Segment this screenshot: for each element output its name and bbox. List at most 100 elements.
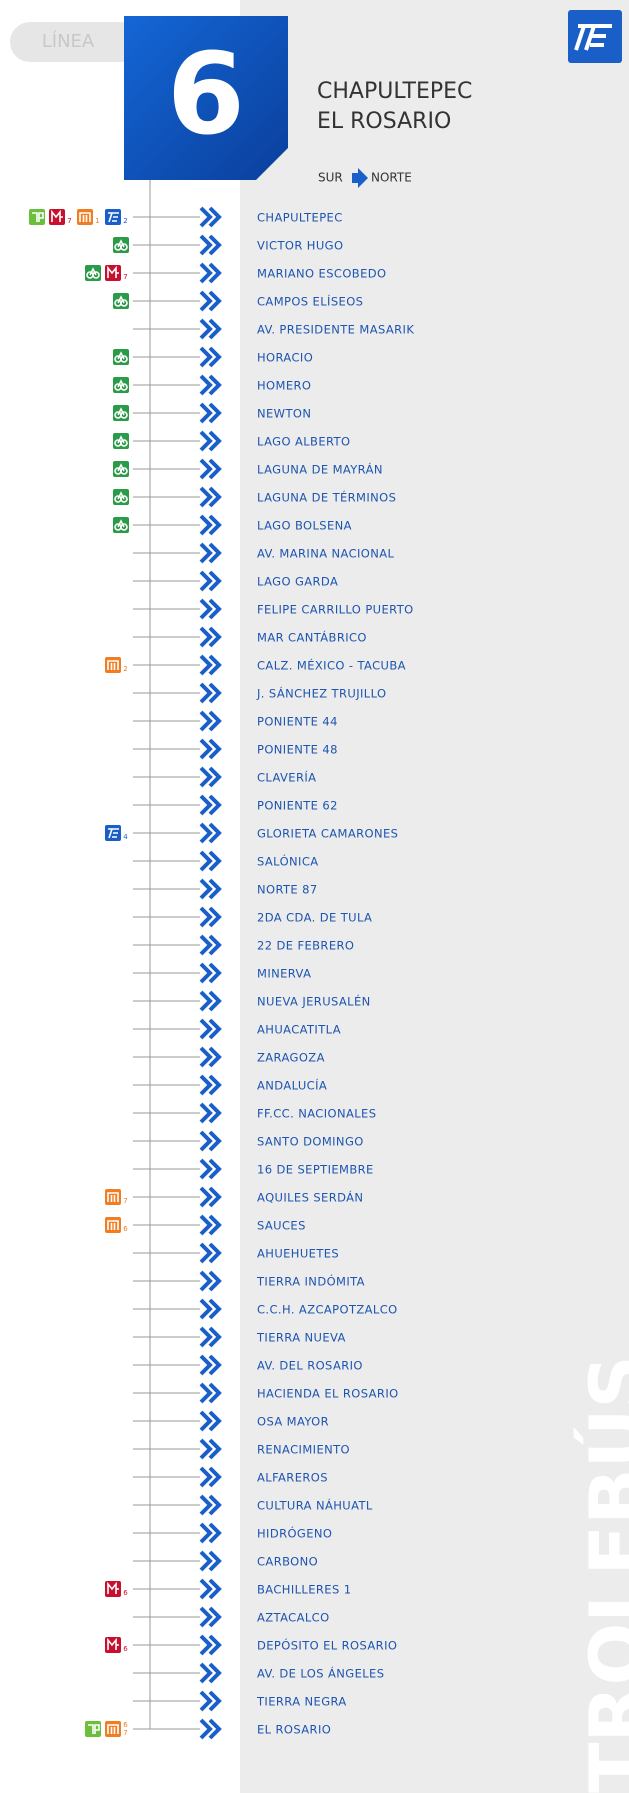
station-chevron bbox=[199, 1326, 213, 1348]
station-chevron bbox=[208, 626, 222, 648]
station-chevron bbox=[199, 262, 213, 284]
station-row: TIERRA INDÓMITA bbox=[133, 1270, 365, 1292]
station-row: EL ROSARIO 67 bbox=[85, 1718, 331, 1740]
station-name: LAGO BOLSENA bbox=[257, 519, 352, 533]
station-row: CALZ. MÉXICO - TACUBA 2 bbox=[105, 654, 406, 676]
station-chevron bbox=[208, 402, 222, 424]
station-chevron bbox=[208, 1550, 222, 1572]
station-name: 2DA CDA. DE TULA bbox=[257, 911, 372, 925]
station-row: FF.CC. NACIONALES bbox=[133, 1102, 376, 1124]
station-chevron bbox=[208, 1354, 222, 1376]
station-row: AHUACATITLA bbox=[133, 1018, 341, 1040]
direction-arrow bbox=[352, 168, 368, 188]
station-name: CULTURA NÁHUATL bbox=[257, 1498, 373, 1513]
station-chevron bbox=[199, 1270, 213, 1292]
icon-glyph bbox=[117, 491, 125, 500]
icon-glyph bbox=[107, 1192, 119, 1202]
station-row: NUEVA JERUSALÉN bbox=[133, 990, 370, 1012]
station-row: RENACIMIENTO bbox=[133, 1438, 350, 1460]
station-chevron bbox=[199, 1494, 213, 1516]
station-name: NORTE 87 bbox=[257, 883, 318, 897]
station-chevron bbox=[199, 234, 213, 256]
transfer-line: 7 bbox=[67, 217, 71, 225]
station-row: FELIPE CARRILLO PUERTO bbox=[133, 598, 413, 620]
station-chevron bbox=[208, 570, 222, 592]
station-chevron bbox=[208, 1186, 222, 1208]
station-chevron bbox=[199, 990, 213, 1012]
icon-glyph bbox=[120, 411, 128, 419]
station-name: PONIENTE 62 bbox=[257, 799, 338, 813]
station-chevron bbox=[199, 934, 213, 956]
icon-glyph bbox=[120, 355, 128, 363]
station-row: CAMPOS ELÍSEOS bbox=[113, 290, 363, 312]
station-chevron bbox=[199, 1214, 213, 1236]
station-row: AQUILES SERDÁN 7 bbox=[105, 1186, 363, 1208]
station-chevron bbox=[208, 1298, 222, 1320]
station-row: PONIENTE 44 bbox=[133, 710, 337, 732]
transfer-line: 6 bbox=[123, 1645, 128, 1653]
station-row: TIERRA NUEVA bbox=[133, 1326, 345, 1348]
station-row: AV. DE LOS ÁNGELES bbox=[133, 1662, 384, 1684]
station-row: CARBONO bbox=[133, 1550, 318, 1572]
icon-glyph bbox=[51, 209, 63, 222]
station-chevron bbox=[199, 458, 213, 480]
station-row: AZTACALCO bbox=[133, 1606, 329, 1628]
station-chevron bbox=[208, 766, 222, 788]
icon-glyph bbox=[92, 271, 100, 279]
station-chevron bbox=[199, 318, 213, 340]
station-row: PONIENTE 62 bbox=[133, 794, 338, 816]
station-chevron bbox=[208, 738, 222, 760]
station-row: 16 DE SEPTIEMBRE bbox=[133, 1158, 373, 1180]
station-chevron bbox=[199, 570, 213, 592]
station-name: CAMPOS ELÍSEOS bbox=[257, 294, 363, 309]
icon-glyph bbox=[117, 295, 125, 304]
station-name: CARBONO bbox=[257, 1555, 318, 1569]
station-name: AV. PRESIDENTE MASARIK bbox=[257, 323, 414, 337]
icon-glyph bbox=[107, 265, 119, 278]
station-chevron bbox=[208, 850, 222, 872]
station-name: DEPÓSITO EL ROSARIO bbox=[257, 1638, 397, 1653]
transfer-line: 6 bbox=[123, 1721, 128, 1729]
station-chevron bbox=[199, 1018, 213, 1040]
station-chevron bbox=[208, 206, 222, 228]
station-name: BACHILLERES 1 bbox=[257, 1583, 351, 1597]
station-chevron bbox=[199, 206, 213, 228]
route-start: CHAPULTEPEC bbox=[317, 79, 472, 104]
station-chevron bbox=[199, 1382, 213, 1404]
station-chevron bbox=[199, 682, 213, 704]
icon-glyph bbox=[120, 383, 128, 391]
station-name: CALZ. MÉXICO - TACUBA bbox=[257, 658, 406, 673]
station-chevron bbox=[208, 1018, 222, 1040]
station-name: SAUCES bbox=[257, 1219, 306, 1233]
station-chevron bbox=[208, 990, 222, 1012]
station-chevron bbox=[208, 1242, 222, 1264]
station-chevron bbox=[199, 1690, 213, 1712]
station-row: NEWTON bbox=[113, 402, 311, 424]
station-row: OSA MAYOR bbox=[133, 1410, 329, 1432]
station-row: SALÓNICA bbox=[133, 850, 318, 872]
station-name: AV. DE LOS ÁNGELES bbox=[257, 1666, 384, 1681]
station-chevron bbox=[199, 738, 213, 760]
station-row: GLORIETA CAMARONES 4 bbox=[105, 822, 398, 844]
icon-glyph bbox=[120, 467, 128, 475]
station-name: LAGUNA DE MAYRÁN bbox=[257, 462, 383, 477]
station-chevron bbox=[199, 1578, 213, 1600]
station-row: AV. DEL ROSARIO bbox=[133, 1354, 362, 1376]
station-chevron bbox=[199, 962, 213, 984]
icon-glyph bbox=[107, 1637, 119, 1650]
station-chevron bbox=[208, 1522, 222, 1544]
station-chevron bbox=[208, 682, 222, 704]
station-name: SANTO DOMINGO bbox=[257, 1135, 364, 1149]
station-chevron bbox=[208, 262, 222, 284]
station-row: 2DA CDA. DE TULA bbox=[133, 906, 372, 928]
icon-glyph bbox=[108, 212, 119, 223]
station-chevron bbox=[199, 486, 213, 508]
station-chevron bbox=[199, 794, 213, 816]
station-row: TIERRA NEGRA bbox=[133, 1690, 346, 1712]
icon-glyph bbox=[120, 495, 128, 503]
station-name: C.C.H. AZCAPOTZALCO bbox=[257, 1303, 398, 1317]
station-chevron bbox=[208, 794, 222, 816]
station-name: LAGO ALBERTO bbox=[257, 435, 350, 449]
station-chevron bbox=[199, 766, 213, 788]
station-name: HIDRÓGENO bbox=[257, 1526, 332, 1541]
